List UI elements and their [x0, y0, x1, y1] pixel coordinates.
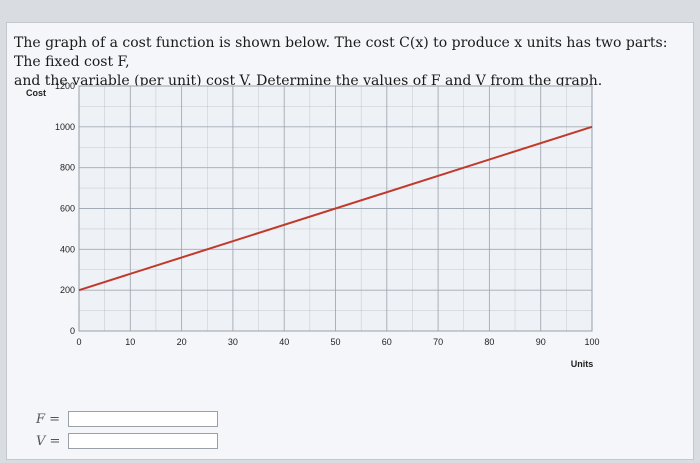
- f-label: F =: [36, 411, 61, 427]
- y-tick-label: 1200: [55, 81, 75, 91]
- x-tick-label: 70: [433, 337, 443, 347]
- v-label: V =: [36, 433, 61, 449]
- x-tick-label: 100: [584, 337, 599, 347]
- answer-row-f: F =: [36, 408, 218, 430]
- cost-line: [78, 125, 593, 292]
- x-tick-label: 20: [177, 337, 187, 347]
- y-tick-label: 600: [60, 204, 75, 214]
- y-tick-label: 800: [60, 163, 75, 173]
- f-input[interactable]: [68, 411, 218, 427]
- cost-chart-svg: 0 200 400 600 800 1000 1200 0 10 20 30 40 50 60 70 80 90…: [26, 81, 600, 369]
- y-tick-label: 0: [70, 326, 75, 336]
- answer-area: F = V =: [36, 408, 218, 452]
- y-tick-label: 200: [60, 285, 75, 295]
- cost-chart: 0 200 400 600 800 1000 1200 0 10 20 30 40 50 60 70 80 90…: [22, 76, 622, 386]
- y-axis-label: Cost: [26, 88, 46, 98]
- x-tick-label: 90: [536, 337, 546, 347]
- y-tick-label: 400: [60, 244, 75, 254]
- v-input[interactable]: [68, 433, 218, 449]
- x-tick-label: 80: [484, 337, 494, 347]
- question-text: The graph of a cost function is shown be…: [14, 34, 684, 91]
- x-tick-label: 10: [125, 337, 135, 347]
- question-line-1: The graph of a cost function is shown be…: [14, 35, 668, 70]
- x-tick-label: 30: [228, 337, 238, 347]
- x-tick-label: 40: [279, 337, 289, 347]
- y-tick-label: 1000: [55, 122, 75, 132]
- answer-row-v: V =: [36, 430, 218, 452]
- x-axis-label: Units: [571, 359, 594, 369]
- question-line-2: and the variable (per unit) cost V. Dete…: [14, 73, 603, 89]
- x-tick-label: 60: [382, 337, 392, 347]
- x-tick-label: 50: [330, 337, 340, 347]
- x-tick-label: 0: [76, 337, 81, 347]
